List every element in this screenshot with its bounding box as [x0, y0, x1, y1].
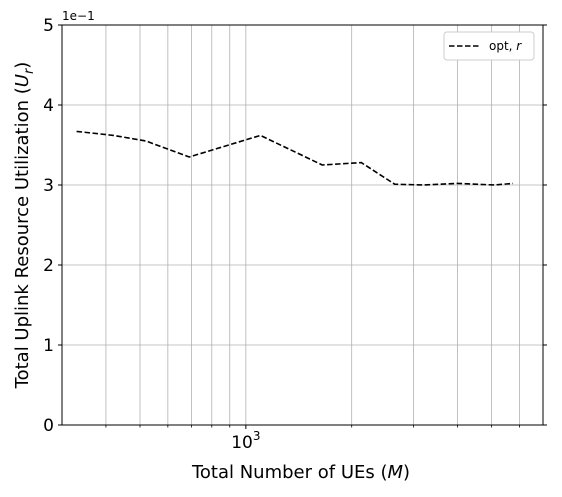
axis-ticks [58, 24, 547, 429]
y-offset-label: 1e−1 [62, 9, 95, 23]
x-tick-label-base: 10 [231, 433, 253, 453]
legend-label: opt, r [489, 39, 522, 53]
y-tick-label: 5 [43, 16, 54, 36]
y-tick-label: 3 [43, 176, 54, 196]
x-axis-label: Total Number of UEs (M) [191, 462, 410, 483]
series-line [76, 130, 514, 186]
plot-frame [61, 24, 544, 426]
y-tick-label: 1 [43, 336, 54, 356]
y-tick-labels: 0 1 2 3 4 5 [43, 16, 54, 436]
y-tick-label: 0 [43, 416, 54, 436]
x-tick-labels: 103 [231, 429, 260, 453]
x-tick-label-exponent: 3 [253, 429, 261, 443]
y-tick-label: 4 [43, 96, 54, 116]
grid-lines [62, 24, 543, 426]
series-layer [76, 130, 514, 186]
legend: opt, r [443, 31, 535, 61]
y-axis-label: Total Uplink Resource Utilization (Ur) [12, 62, 37, 390]
y-tick-label: 2 [43, 256, 54, 276]
x-tick-label: 103 [231, 429, 260, 453]
legend-box [443, 31, 535, 61]
